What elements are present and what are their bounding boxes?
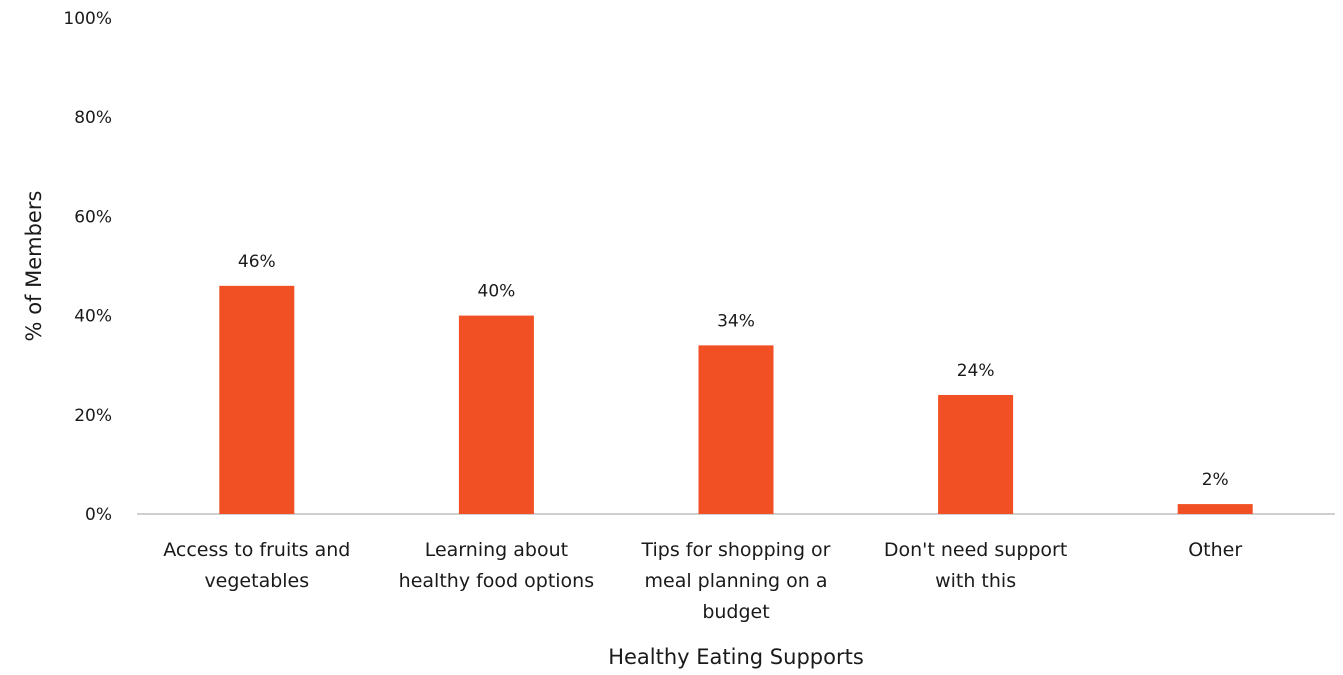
- x-tick-label: Access to fruits and: [163, 539, 350, 561]
- y-tick-label: 40%: [74, 307, 112, 327]
- bar: [1177, 504, 1253, 514]
- y-tick-label: 60%: [74, 207, 112, 227]
- data-label: 34%: [717, 311, 755, 331]
- x-tick-label: healthy food options: [399, 570, 594, 592]
- y-tick-label: 20%: [74, 406, 112, 426]
- x-tick-label: budget: [702, 601, 769, 623]
- data-labels: 46% 40% 34% 24% 2%: [238, 252, 1229, 490]
- y-tick-label: 0%: [85, 505, 112, 525]
- bar: [698, 345, 774, 514]
- data-label: 2%: [1202, 470, 1229, 490]
- x-axis-title: Healthy Eating Supports: [608, 645, 864, 669]
- data-label: 24%: [957, 361, 995, 381]
- x-tick-label: Tips for shopping or: [640, 539, 830, 561]
- y-tick-label: 100%: [63, 9, 112, 29]
- bar: [938, 394, 1014, 514]
- bar: [458, 315, 534, 514]
- y-axis-title: % of Members: [22, 191, 46, 342]
- bars: [219, 285, 1253, 514]
- bar: [219, 285, 295, 514]
- x-tick-label: vegetables: [204, 570, 309, 592]
- y-axis-ticks: 0% 20% 40% 60% 80% 100%: [63, 9, 112, 525]
- y-tick-label: 80%: [74, 108, 112, 128]
- x-axis-category-labels: Access to fruits and vegetables Learning a…: [163, 539, 1242, 623]
- x-tick-label: with this: [935, 570, 1016, 592]
- x-tick-label: Don't need support: [884, 539, 1067, 561]
- x-tick-label: meal planning on a: [645, 570, 828, 592]
- x-tick-label: Learning about: [425, 539, 568, 561]
- data-label: 40%: [478, 282, 516, 302]
- x-tick-label: Other: [1188, 539, 1242, 561]
- data-label: 46%: [238, 252, 276, 272]
